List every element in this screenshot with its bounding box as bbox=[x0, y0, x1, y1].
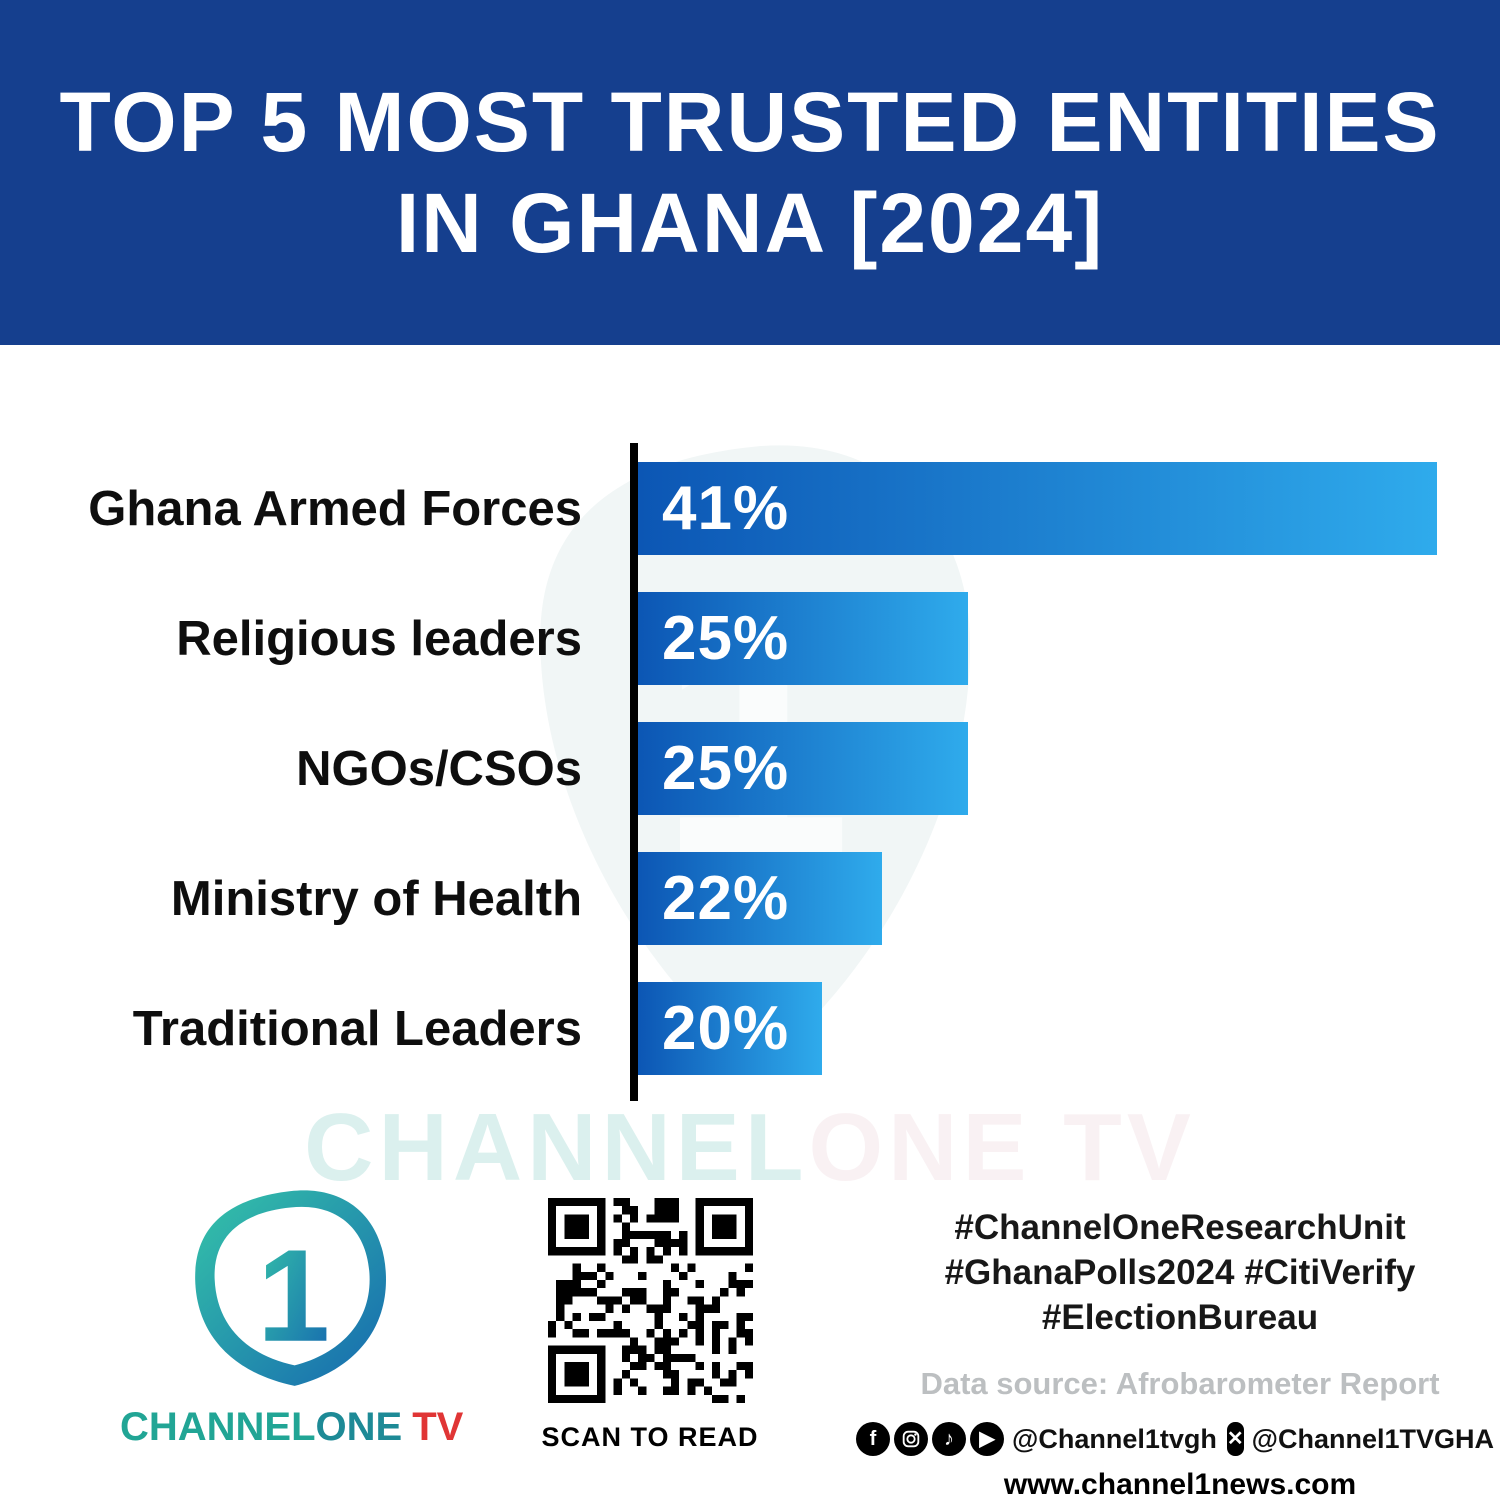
hashtags-line-2: #GhanaPolls2024 #CitiVerify bbox=[944, 1253, 1416, 1292]
chart-row: Religious leaders 25% bbox=[0, 592, 1500, 685]
page-title-line-1: TOP 5 MOST TRUSTED ENTITIES bbox=[59, 74, 1441, 169]
x-icon: ✕ bbox=[1226, 1422, 1244, 1456]
chart-rows: Ghana Armed Forces 41% Religious leaders 25… bbox=[0, 462, 1500, 1112]
channel-one-logo-mark: 1 bbox=[194, 1190, 386, 1386]
bar: 25% bbox=[638, 722, 968, 815]
qr-block: SCAN TO READ bbox=[540, 1198, 760, 1453]
logo-text-channel: CHANNEL bbox=[120, 1405, 316, 1449]
hashtags: #ChannelOneResearchUnit #GhanaPolls2024 … bbox=[880, 1205, 1480, 1340]
logo-wordmark: CHANNELONE TV bbox=[120, 1405, 464, 1450]
logo-number: 1 bbox=[257, 1222, 330, 1369]
bar-value-label: 25% bbox=[662, 734, 790, 803]
page-title-line-2: IN GHANA [2024] bbox=[395, 175, 1105, 270]
bar: 41% bbox=[638, 462, 1437, 555]
bar-category-label: Ministry of Health bbox=[170, 871, 582, 926]
hashtags-line-3: #ElectionBureau bbox=[1041, 1298, 1319, 1337]
chart-row: Ministry of Health 22% bbox=[0, 852, 1500, 945]
instagram-icon bbox=[894, 1422, 929, 1456]
social-row: f ♪ ▶ @Channel1tvgh ✕ @Channel1TVGHA bbox=[856, 1422, 1494, 1456]
chart-row: Traditional Leaders 20% bbox=[0, 982, 1500, 1075]
facebook-icon: f bbox=[856, 1422, 891, 1456]
y-axis-line bbox=[630, 443, 638, 1101]
logo-text-tv: TV bbox=[412, 1405, 464, 1449]
hashtags-line-1: #ChannelOneResearchUnit bbox=[954, 1208, 1406, 1247]
chart-row: Ghana Armed Forces 41% bbox=[0, 462, 1500, 555]
bar-category-label: NGOs/CSOs bbox=[296, 741, 582, 796]
bar-category-label: Ghana Armed Forces bbox=[88, 481, 582, 536]
qr-code bbox=[540, 1198, 760, 1408]
website-url: www.channel1news.com bbox=[1003, 1468, 1357, 1500]
bar: 22% bbox=[638, 852, 882, 945]
youtube-icon: ▶ bbox=[970, 1422, 1005, 1456]
bar-value-label: 22% bbox=[662, 864, 790, 933]
bar-category-label: Religious leaders bbox=[176, 611, 582, 666]
social-handle-2: @Channel1TVGHA bbox=[1251, 1423, 1494, 1454]
footer-meta: #ChannelOneResearchUnit #GhanaPolls2024 … bbox=[856, 1205, 1494, 1500]
tiktok-icon: ♪ bbox=[932, 1422, 967, 1456]
channel-one-logo: 1 CHANNELONE TV bbox=[120, 1185, 464, 1450]
bar-value-label: 41% bbox=[662, 474, 790, 543]
social-handle-1: @Channel1tvgh bbox=[1012, 1423, 1217, 1454]
data-source: Data source: Afrobarometer Report bbox=[920, 1366, 1440, 1401]
bar-category-label: Traditional Leaders bbox=[132, 1001, 582, 1056]
chart-row: NGOs/CSOs 25% bbox=[0, 722, 1500, 815]
bar-value-label: 20% bbox=[662, 994, 790, 1063]
social-icon-group: f ♪ ▶ bbox=[856, 1422, 1005, 1456]
qr-caption: SCAN TO READ bbox=[541, 1422, 759, 1452]
bar-value-label: 25% bbox=[662, 604, 790, 673]
header-banner: TOP 5 MOST TRUSTED ENTITIES IN GHANA [20… bbox=[0, 0, 1500, 345]
bar: 25% bbox=[638, 592, 968, 685]
bar: 20% bbox=[638, 982, 822, 1075]
logo-text-one: ONE bbox=[315, 1405, 403, 1449]
